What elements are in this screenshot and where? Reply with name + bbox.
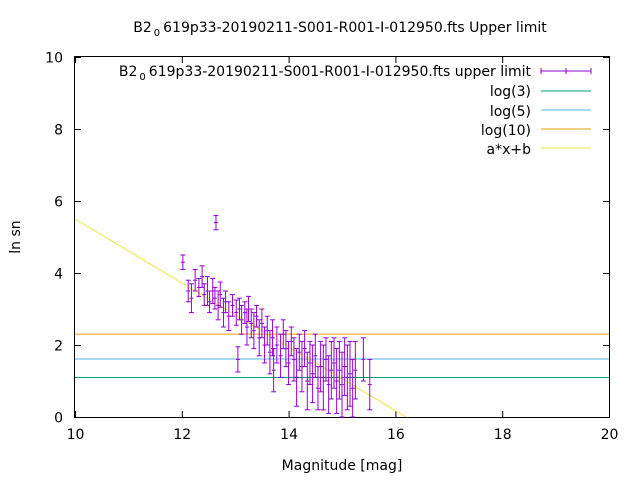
x-axis: 10 12 14 16 18 20 [67, 57, 619, 443]
data-point [215, 290, 221, 321]
data-point [320, 344, 326, 411]
x-tick-label: 10 [67, 427, 85, 443]
data-point [310, 344, 316, 404]
data-point [246, 295, 252, 323]
y-tick-label: 2 [54, 339, 63, 355]
x-tick-label: 16 [387, 427, 405, 443]
data-point [339, 351, 345, 418]
y-tick-label: 0 [54, 411, 63, 427]
data-point [331, 337, 337, 389]
data-point [188, 283, 194, 314]
data-point [230, 294, 236, 317]
data-point [267, 330, 273, 375]
fit-line [74, 218, 407, 418]
data-point [291, 337, 297, 382]
data-point [239, 304, 245, 335]
y-tick-label: 6 [54, 195, 63, 211]
data-point [367, 358, 373, 411]
data-point [286, 340, 292, 386]
legend-label-upper-limit: B2 0 619p33-20190211-S001-R001-I-012950.ft… [119, 64, 532, 83]
y-tick-label: 4 [54, 267, 63, 283]
series-layer [74, 214, 609, 418]
data-point [271, 348, 277, 393]
data-point [360, 337, 366, 382]
y-axis: 0 2 4 6 8 10 [45, 51, 609, 427]
data-point [217, 281, 223, 308]
legend-label-log10: log(10) [481, 123, 531, 139]
legend: B2 0 619p33-20190211-S001-R001-I-012950.ft… [119, 64, 592, 158]
data-point [315, 366, 321, 411]
data-point [350, 358, 356, 418]
data-point [328, 340, 334, 400]
data-point [213, 214, 219, 231]
legend-label-fit: a*x+b [487, 142, 532, 158]
data-point [318, 340, 324, 393]
data-point [326, 355, 332, 414]
data-point [264, 315, 270, 346]
data-point [283, 330, 289, 368]
data-point [288, 326, 294, 357]
data-point [334, 348, 340, 414]
data-point [201, 283, 207, 306]
data-point [192, 268, 198, 292]
data-point [251, 312, 257, 350]
data-point [233, 299, 239, 326]
x-tick-label: 14 [280, 427, 298, 443]
data-point [342, 337, 348, 396]
data-point [294, 348, 300, 407]
data-point [302, 330, 308, 368]
x-tick-label: 20 [601, 427, 619, 443]
legend-sample [540, 68, 592, 74]
chart-title: B2 0 619p33-20190211-S001-R001-I-012950.ft… [133, 20, 547, 39]
data-point [352, 340, 358, 400]
data-point [196, 277, 202, 297]
data-point [254, 304, 260, 328]
data-point [304, 351, 310, 411]
data-point [347, 340, 353, 407]
data-point [336, 340, 342, 400]
x-tick-label: 18 [494, 427, 512, 443]
y-axis-label: ln sn [8, 220, 24, 253]
data-point [185, 279, 191, 303]
data-point [270, 319, 276, 357]
data-point [274, 326, 280, 364]
data-point [296, 333, 302, 371]
data-point [312, 333, 318, 378]
x-tick-label: 12 [173, 427, 191, 443]
data-point [323, 337, 329, 382]
data-point [248, 308, 254, 339]
data-point [344, 344, 350, 411]
y-tick-label: 8 [54, 123, 63, 139]
legend-label-log3: log(3) [490, 84, 531, 100]
y-tick-label: 10 [45, 51, 63, 67]
data-point [212, 286, 218, 310]
x-axis-label: Magnitude [mag] [282, 458, 403, 474]
data-point [259, 308, 265, 339]
data-point [180, 254, 186, 270]
data-point [223, 290, 229, 314]
legend-label-log5: log(5) [490, 104, 531, 120]
data-point [235, 346, 241, 373]
data-point [307, 340, 313, 386]
